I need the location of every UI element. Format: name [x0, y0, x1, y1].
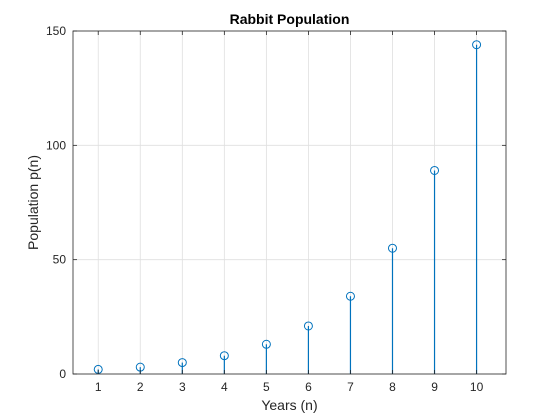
x-tick-label: 9 — [431, 380, 438, 394]
stem-marker — [219, 351, 229, 361]
stem-marker — [345, 291, 355, 301]
data-series — [93, 40, 482, 374]
y-tick-label: 100 — [46, 138, 66, 152]
x-tick-label: 4 — [221, 380, 228, 394]
stem-marker — [261, 339, 271, 349]
x-tick-label: 6 — [305, 380, 312, 394]
axes-box — [72, 30, 507, 375]
stem-marker — [430, 165, 440, 175]
x-tick-label: 8 — [389, 380, 396, 394]
stem-marker — [303, 321, 313, 331]
stem-marker — [387, 243, 397, 253]
plot-background — [73, 31, 506, 374]
x-tick-label: 2 — [137, 380, 144, 394]
y-tick-label: 150 — [46, 24, 66, 38]
x-tick-label: 1 — [95, 380, 102, 394]
x-tick-label: 5 — [263, 380, 270, 394]
y-axis-label: Population p(n) — [25, 155, 41, 250]
chart-title: Rabbit Population — [230, 11, 350, 27]
stem-marker — [472, 40, 482, 50]
x-tick-label: 10 — [470, 380, 484, 394]
y-tick-label: 50 — [53, 253, 67, 267]
x-tick-label: 3 — [179, 380, 186, 394]
x-axis-label: Years (n) — [261, 397, 317, 413]
x-tick-label: 7 — [347, 380, 354, 394]
y-tick-label: 0 — [59, 367, 66, 381]
stem-marker — [177, 358, 187, 368]
